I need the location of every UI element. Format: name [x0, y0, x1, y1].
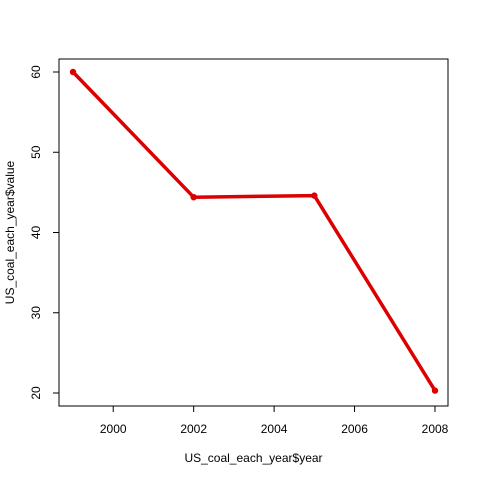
- data-point: [69, 68, 77, 76]
- x-tick-label: 2004: [261, 422, 288, 436]
- y-tick-label: 20: [29, 386, 43, 400]
- y-tick-label: 30: [29, 306, 43, 320]
- x-axis: 2000 2002 2004 2006 2008: [100, 406, 449, 436]
- series-layer: [69, 68, 439, 394]
- x-tick-label: 2002: [180, 422, 207, 436]
- y-axis-title: US_coal_each_year$value: [3, 160, 17, 304]
- x-tick-label: 2006: [341, 422, 368, 436]
- y-axis: 20 30 40 50 60: [29, 65, 59, 400]
- plot-frame: [58, 58, 449, 407]
- y-tick-label: 60: [29, 65, 43, 79]
- y-tick-label: 50: [29, 145, 43, 159]
- data-point: [311, 192, 318, 199]
- series-line: [71, 70, 437, 393]
- data-point: [190, 193, 197, 201]
- x-tick-label: 2008: [422, 422, 449, 436]
- x-tick-label: 2000: [100, 422, 127, 436]
- y-tick-label: 40: [29, 226, 43, 240]
- data-point: [431, 387, 439, 394]
- x-axis-title: US_coal_each_year$year: [184, 451, 322, 465]
